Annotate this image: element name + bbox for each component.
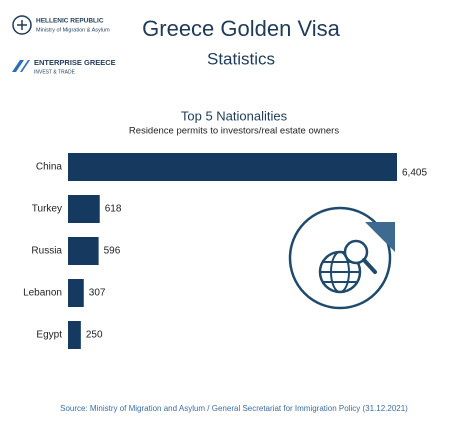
subtitle: Statistics (207, 49, 275, 68)
republic: HELLENIC REPUBLIC (36, 18, 104, 25)
bar (68, 321, 81, 349)
source: Source: Ministry of Migration and Asylum… (60, 404, 408, 413)
globe-icon (288, 206, 395, 310)
category-label: Turkey (32, 204, 62, 215)
ministry: Ministry of Migration & Asylum (36, 27, 110, 33)
agency-logo (12, 60, 30, 72)
chart-subtitle: Residence permits to investors/real esta… (129, 126, 339, 137)
agency: ENTERPRISE GREECE (34, 58, 116, 67)
agency-tagline: INVEST & TRADE (34, 69, 76, 75)
value-label: 596 (104, 246, 121, 257)
bar (68, 153, 397, 181)
emblem (12, 15, 32, 35)
value-label: 307 (89, 288, 106, 299)
bar (68, 237, 99, 265)
category-label: Russia (31, 246, 62, 257)
category-label: Lebanon (23, 288, 62, 299)
title: Greece Golden Visa (142, 16, 340, 41)
value-label: 6,405 (402, 168, 427, 179)
bar (68, 279, 84, 307)
value-label: 618 (105, 204, 122, 215)
category-label: Egypt (36, 330, 62, 341)
bar (68, 195, 100, 223)
category-label: China (36, 162, 63, 173)
value-label: 250 (86, 330, 103, 341)
chart-title: Top 5 Nationalities (181, 108, 288, 123)
emblem-cross (17, 20, 27, 30)
